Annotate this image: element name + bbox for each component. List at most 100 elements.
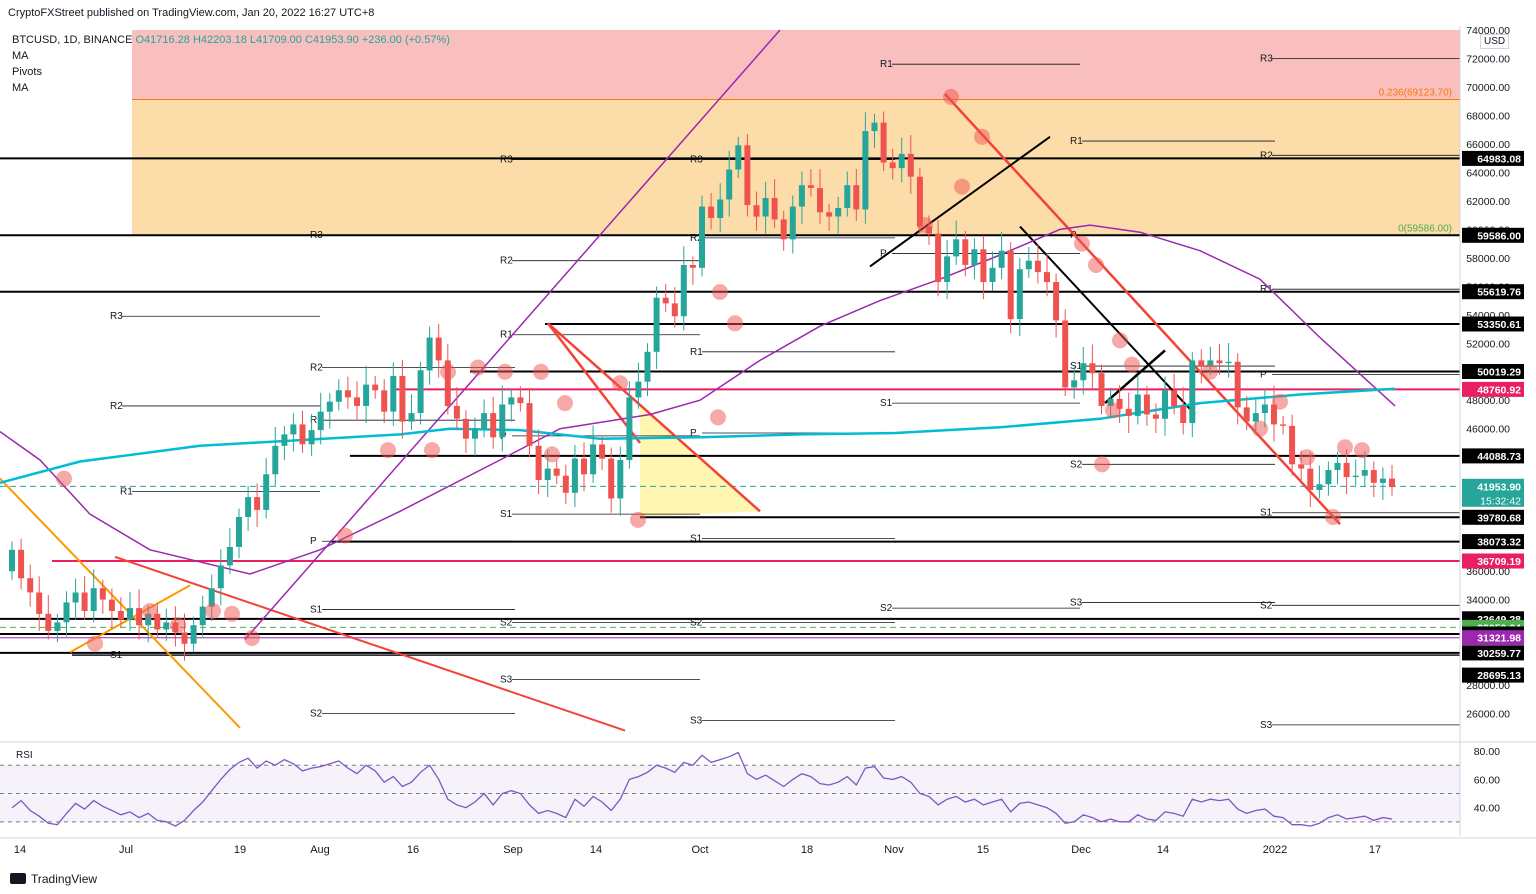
pivot-label: R2 <box>110 401 123 412</box>
time-tick: Sep <box>503 844 523 856</box>
pivot-label: S3 <box>690 716 703 727</box>
legend-indicator-ma-1[interactable]: MA <box>12 50 29 62</box>
candle-body <box>18 549 25 579</box>
price-label-box <box>1462 630 1524 646</box>
candle-body <box>944 256 951 282</box>
price-label: 36709.19 <box>1477 556 1521 568</box>
candle-body <box>390 376 397 412</box>
candle-body <box>753 205 760 217</box>
highlight-circle <box>612 375 628 392</box>
candle-body <box>408 413 415 422</box>
candle-body <box>1062 320 1069 388</box>
candle-body <box>971 249 978 265</box>
candle-body <box>226 546 233 566</box>
rsi-tick: 60.00 <box>1474 774 1500 786</box>
pivot-label: R1 <box>120 486 133 497</box>
candle-body <box>617 460 624 499</box>
legend-indicator-pivots[interactable]: Pivots <box>12 66 42 78</box>
price-chart[interactable]: 0.236(69123.70) 0(59586.00) R3 R2 R1 R3 R2 R1 P… <box>0 26 1536 868</box>
yellow-triangle <box>640 405 760 518</box>
candle-body <box>1361 470 1368 476</box>
candle-body <box>1125 408 1132 416</box>
candle-body <box>590 444 597 475</box>
candle-body <box>272 445 279 475</box>
candle-body <box>453 405 460 419</box>
legend-indicator-ma-2[interactable]: MA <box>12 82 29 94</box>
time-tick: 14 <box>14 844 26 856</box>
highlight-circle <box>424 442 440 459</box>
highlight-circle <box>87 635 103 652</box>
currency-label[interactable]: USD <box>1480 34 1510 49</box>
pivot-label: S1 <box>1260 508 1273 519</box>
highlight-circle <box>244 630 260 646</box>
candle-body <box>254 497 261 510</box>
candle-body <box>317 411 324 431</box>
published-text: CryptoFXStreet published on TradingView.… <box>8 7 375 19</box>
candle-body <box>780 219 787 240</box>
candle-body <box>1216 360 1223 364</box>
highlight-circle <box>337 527 353 544</box>
price-tick: 58000.00 <box>1466 253 1510 265</box>
highlight-circle <box>710 409 726 426</box>
legend-close: C41953.90 <box>304 34 359 46</box>
candle-body <box>481 413 488 429</box>
candle-body <box>1389 478 1395 488</box>
candle-body <box>199 606 206 626</box>
legend-symbol[interactable]: BTCUSD, 1D, BINANCE <box>12 34 133 46</box>
candle-body <box>45 613 52 631</box>
pivot-label: R3 <box>690 155 703 166</box>
price-label-box <box>1462 509 1524 525</box>
highlight-circle <box>205 603 221 619</box>
candle-body <box>717 199 724 218</box>
candle-body <box>1053 282 1060 321</box>
tradingview-logo[interactable]: TradingView <box>10 872 97 886</box>
price-tick: 70000.00 <box>1466 82 1510 94</box>
pivot-label: R1 <box>500 330 513 341</box>
trend-line <box>114 555 626 732</box>
legend-change: +236.00 (+0.57%) <box>361 34 450 46</box>
price-label: 28695.13 <box>1477 670 1521 682</box>
candle-body <box>817 188 823 213</box>
tradingview-text: TradingView <box>31 872 98 886</box>
pivot-label: R1 <box>880 59 893 70</box>
price-label-box <box>1462 448 1524 464</box>
candle-body <box>1198 360 1205 367</box>
price-tick: 26000.00 <box>1466 709 1510 721</box>
fib-label: 0.236(69123.70) <box>1379 87 1452 98</box>
time-tick: Jul <box>119 844 133 856</box>
candle-body <box>81 592 88 611</box>
price-tick: 66000.00 <box>1466 139 1510 151</box>
red-zone <box>132 30 1460 100</box>
candle-body <box>99 588 106 600</box>
highlight-circle <box>1088 257 1104 273</box>
pivot-label: R3 <box>500 155 513 166</box>
candle-body <box>916 176 923 227</box>
candle-body <box>444 360 451 406</box>
pivot-label: R1 <box>1260 284 1273 295</box>
ma-purple-line <box>0 224 1396 575</box>
price-tick: 72000.00 <box>1466 54 1510 66</box>
candle-body <box>1044 272 1050 283</box>
candle-body <box>898 153 905 169</box>
highlight-circle <box>943 88 959 105</box>
candle-body <box>626 397 633 461</box>
candle-body <box>1379 478 1386 483</box>
pivot-label: S1 <box>1070 361 1083 372</box>
price-tick: 68000.00 <box>1466 110 1510 122</box>
pivot-label: S2 <box>1070 459 1083 470</box>
price-tick: 28000.00 <box>1466 680 1510 692</box>
candle-body <box>862 131 869 210</box>
pivot-label: P <box>310 536 317 547</box>
candle-body <box>181 632 188 644</box>
highlight-circle <box>1299 449 1315 466</box>
price-label-box <box>1462 553 1524 569</box>
pivot-label: R3 <box>1260 53 1273 64</box>
price-label: 31321.98 <box>1477 633 1521 645</box>
price-tick: 46000.00 <box>1466 424 1510 436</box>
time-tick: 18 <box>801 844 813 856</box>
candle-body <box>245 497 252 517</box>
trend-line <box>547 322 761 513</box>
candle-body <box>1243 407 1250 422</box>
candle-body <box>562 475 569 493</box>
candle-body <box>553 468 560 476</box>
